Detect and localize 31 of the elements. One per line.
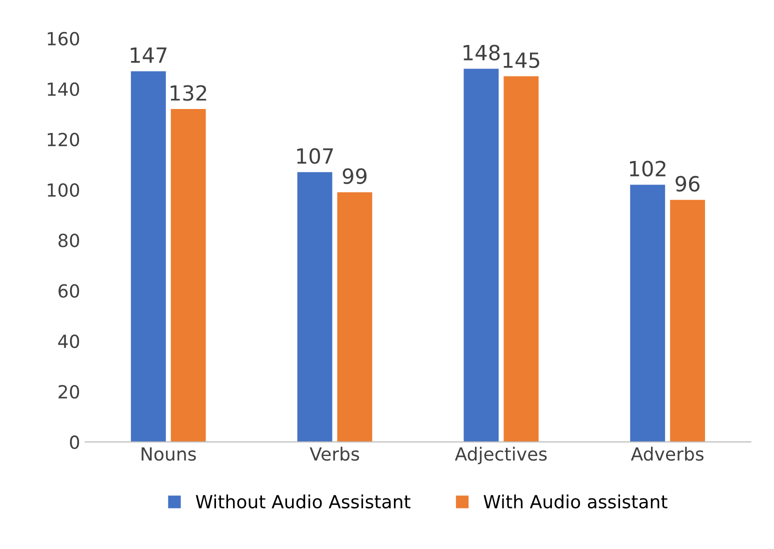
data-label: 132: [170, 85, 206, 101]
bar: [337, 192, 372, 442]
legend-label: With Audio assistant: [484, 494, 668, 508]
y-tick-label: 60: [58, 284, 80, 298]
bar: [297, 172, 332, 442]
bar: [464, 68, 499, 442]
y-tick-label: 160: [48, 32, 80, 46]
x-tick-label: Adverbs: [630, 446, 704, 461]
bar: [504, 76, 539, 442]
data-label: 99: [342, 168, 367, 184]
bar: [170, 109, 206, 442]
x-tick-label: Nouns: [142, 447, 196, 461]
y-tick-label: 140: [48, 82, 80, 96]
bar: [670, 200, 706, 442]
legend-label: Without Audio Assistant: [196, 494, 410, 508]
y-tick-label: 40: [58, 334, 80, 348]
x-tick-label: Adjectives: [454, 446, 547, 464]
data-label: 107: [297, 148, 333, 164]
y-tick-label: 80: [58, 234, 80, 248]
y-tick-label: 120: [48, 132, 80, 146]
data-label: 147: [130, 48, 166, 63]
data-label: 102: [630, 160, 666, 176]
y-tick-label: 100: [48, 183, 80, 197]
x-tick-label: Verbs: [310, 446, 360, 461]
bar: [130, 71, 166, 442]
y-tick-label: 0: [70, 435, 80, 450]
data-label: 145: [504, 52, 540, 68]
data-label: 148: [464, 44, 500, 60]
data-label: 96: [676, 176, 700, 192]
bar: [630, 184, 666, 442]
y-tick-label: 20: [58, 384, 80, 399]
